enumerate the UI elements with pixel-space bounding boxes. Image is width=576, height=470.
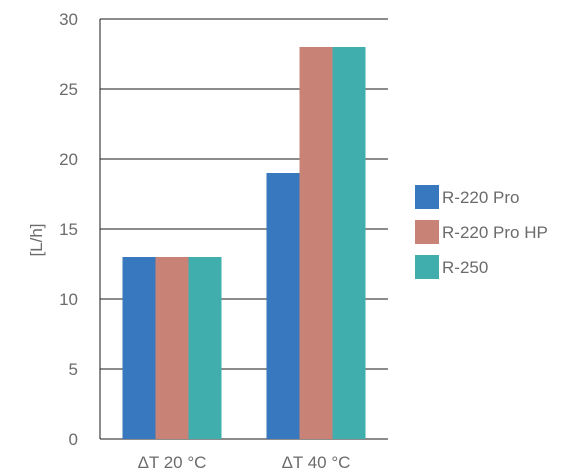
legend-label: R-220 Pro [442, 188, 519, 207]
y-tick-label: 15 [59, 220, 78, 239]
bar-r-220-pro-0 [122, 257, 156, 439]
legend-label: R-220 Pro HP [442, 223, 548, 242]
legend-label: R-250 [442, 258, 488, 277]
legend: R-220 Pro R-220 Pro HP R-250 [415, 185, 548, 279]
bar-r-220-pro-hp-0 [155, 257, 189, 439]
x-tick-label: ΔT 20 °C [138, 453, 207, 470]
y-tick-label: 0 [69, 430, 78, 449]
legend-swatch-1 [415, 220, 439, 244]
bar-r-220-pro-hp-1 [299, 47, 333, 439]
bar-r-250-1 [332, 47, 366, 439]
y-axis-ticks: 0 5 10 15 20 25 30 [59, 10, 78, 449]
y-axis-title: [L/h] [27, 223, 46, 256]
bars [122, 47, 366, 439]
x-tick-label: ΔT 40 °C [282, 453, 351, 470]
legend-swatch-0 [415, 185, 439, 209]
legend-swatch-2 [415, 255, 439, 279]
bar-r-220-pro-1 [266, 173, 300, 439]
y-tick-label: 5 [69, 360, 78, 379]
x-axis-ticks: ΔT 20 °C ΔT 40 °C [138, 453, 351, 470]
y-tick-label: 10 [59, 290, 78, 309]
y-tick-label: 30 [59, 10, 78, 29]
bar-r-250-0 [188, 257, 222, 439]
y-tick-label: 25 [59, 80, 78, 99]
y-tick-label: 20 [59, 150, 78, 169]
